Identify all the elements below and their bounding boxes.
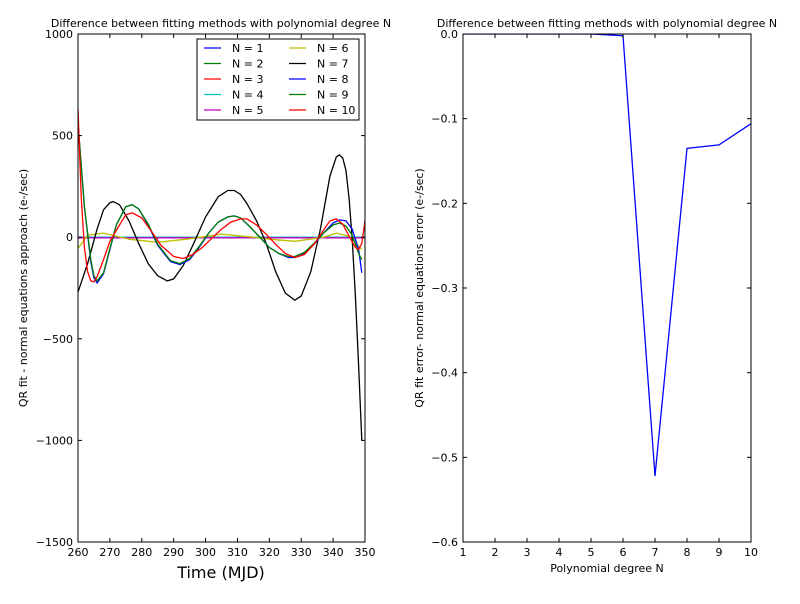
left-chart-frame — [77, 33, 366, 543]
x-tick-label: 8 — [684, 546, 691, 559]
left-series-line-10 — [78, 109, 365, 283]
x-tick-label: 3 — [524, 546, 531, 559]
left-series-line-7 — [78, 154, 363, 441]
y-tick-label: −0.6 — [431, 536, 458, 549]
left-chart-y-axis-label: QR fit - normal equations approach (e-/s… — [17, 169, 30, 407]
legend-label: N = 1 — [232, 42, 263, 55]
x-tick-label: 260 — [68, 546, 89, 559]
x-tick-label: 2 — [492, 546, 499, 559]
right-chart-ticks: 1 2 3 4 5 6 7 8 9 10 0.0 −0.1 −0.2 −0.3 −0.4 −0.5 −0.6 — [431, 28, 758, 559]
x-tick-label: 9 — [716, 546, 723, 559]
legend-label: N = 4 — [232, 89, 263, 102]
x-tick-label: 10 — [744, 546, 758, 559]
x-tick-label: 4 — [556, 546, 563, 559]
right-chart-title: Difference between fitting methods with … — [437, 17, 777, 30]
y-tick-label: −0.4 — [431, 367, 458, 380]
x-tick-label: 1 — [460, 546, 467, 559]
right-series-line-1 — [463, 34, 751, 477]
y-tick-label: −0.1 — [431, 113, 458, 126]
left-series-line-9 — [78, 123, 363, 283]
x-tick-label: 7 — [652, 546, 659, 559]
left-chart: Difference between fitting methods with … — [17, 17, 391, 582]
legend-label: N = 3 — [232, 73, 263, 86]
y-tick-label: −500 — [43, 333, 73, 346]
y-tick-label: −1500 — [36, 536, 73, 549]
legend-label: N = 8 — [317, 73, 348, 86]
legend-label: N = 7 — [317, 58, 348, 71]
x-tick-label: 5 — [588, 546, 595, 559]
y-tick-label: −0.5 — [431, 451, 458, 464]
legend-box — [196, 38, 360, 121]
y-tick-label: −0.3 — [431, 282, 458, 295]
legend-label: N = 9 — [317, 89, 348, 102]
y-tick-label: −0.2 — [431, 197, 458, 210]
legend-label: N = 10 — [317, 104, 355, 117]
y-tick-label: 0 — [66, 231, 73, 244]
y-tick-label: 1000 — [45, 28, 73, 41]
x-tick-label: 330 — [291, 546, 312, 559]
x-tick-label: 310 — [227, 546, 248, 559]
right-chart: Difference between fitting methods with … — [413, 17, 777, 575]
left-chart-x-axis-label: Time (MJD) — [176, 563, 265, 582]
x-tick-label: 290 — [163, 546, 184, 559]
right-chart-x-axis-label: Polynomial degree N — [550, 562, 664, 575]
left-chart-title: Difference between fitting methods with … — [51, 17, 391, 30]
right-chart-frame — [462, 33, 752, 543]
x-tick-label: 320 — [259, 546, 280, 559]
legend-label: N = 2 — [232, 58, 263, 71]
x-tick-label: 280 — [131, 546, 152, 559]
x-tick-label: 300 — [195, 546, 216, 559]
y-tick-label: 0.0 — [441, 28, 459, 41]
y-tick-label: −1000 — [36, 434, 73, 447]
x-tick-label: 6 — [620, 546, 627, 559]
left-series-line-6 — [78, 232, 363, 250]
right-chart-plot-area — [463, 34, 751, 477]
left-chart-legend: N = 1 N = 2 N = 3 N = 4 N = 5 N = 6 N = 7 N = 8… — [196, 38, 360, 121]
legend-label: N = 6 — [317, 42, 348, 55]
x-tick-label: 340 — [323, 546, 344, 559]
x-tick-label: 270 — [99, 546, 120, 559]
legend-label: N = 5 — [232, 104, 263, 117]
right-chart-y-axis-label: QR fit error- normal equations error (e-… — [413, 168, 426, 407]
left-chart-ticks: 260 270 280 290 300 310 320 330 340 350 1000 500 0 −5… — [36, 28, 376, 559]
left-chart-plot-area — [78, 109, 365, 441]
x-tick-label: 350 — [355, 546, 376, 559]
y-tick-label: 500 — [52, 130, 73, 143]
